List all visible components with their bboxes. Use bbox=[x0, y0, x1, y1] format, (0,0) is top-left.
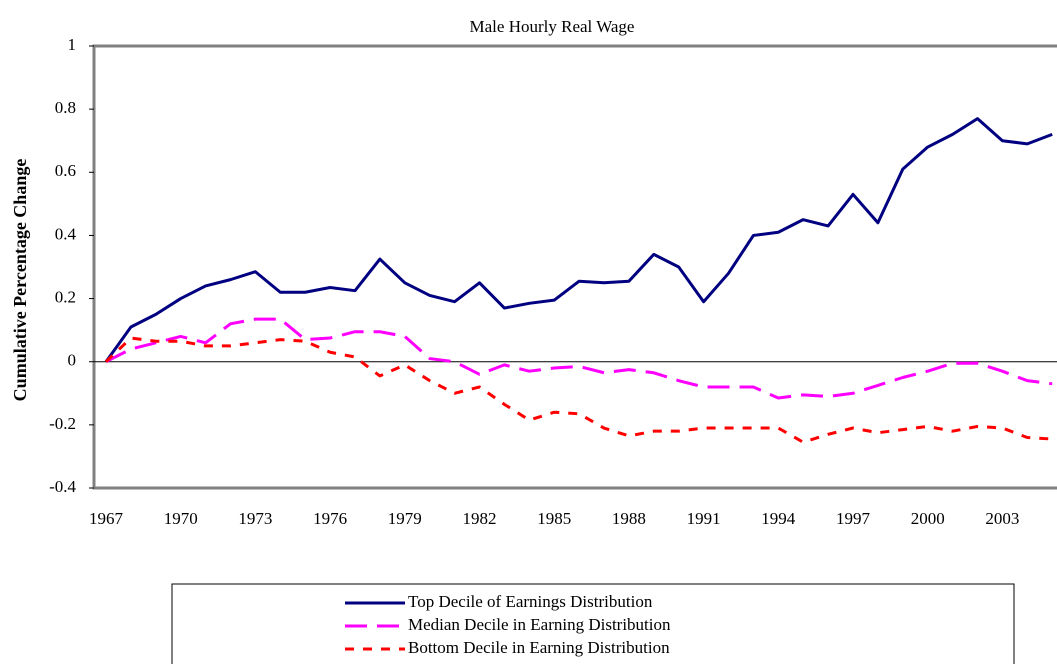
x-tick-label: 1991 bbox=[687, 509, 721, 528]
x-tick-label: 1979 bbox=[388, 509, 422, 528]
y-tick-label: 0.2 bbox=[55, 287, 76, 306]
x-tick-label: 2000 bbox=[911, 509, 945, 528]
y-tick-label: 0.4 bbox=[55, 224, 77, 243]
x-tick-label: 1973 bbox=[238, 509, 272, 528]
x-tick-label: 1997 bbox=[836, 509, 871, 528]
x-tick-label: 1970 bbox=[164, 509, 198, 528]
y-tick-label: 0 bbox=[68, 351, 77, 370]
series-line bbox=[104, 336, 1053, 444]
legend-box bbox=[171, 583, 1015, 664]
y-tick-label: -0.2 bbox=[49, 414, 76, 433]
y-tick-label: 0.6 bbox=[55, 161, 76, 180]
y-tick-label: 1 bbox=[68, 35, 77, 54]
series-line bbox=[104, 117, 1053, 363]
chart-title: Male Hourly Real Wage bbox=[470, 17, 635, 36]
x-tick-label: 1988 bbox=[612, 509, 646, 528]
x-tick-label: 1994 bbox=[761, 509, 796, 528]
y-tick-label: -0.4 bbox=[49, 477, 76, 496]
x-tick-label: 2003 bbox=[985, 509, 1019, 528]
plot-frame bbox=[92, 44, 1057, 490]
x-tick-label: 1976 bbox=[313, 509, 347, 528]
legend-label: Median Decile in Earning Distribution bbox=[408, 615, 671, 634]
x-tick-label: 1967 bbox=[89, 509, 124, 528]
series-line bbox=[105, 317, 1053, 400]
y-tick-label: 0.8 bbox=[55, 98, 76, 117]
x-tick-label: 1985 bbox=[537, 509, 571, 528]
y-axis-label: Cumulative Percentage Change bbox=[10, 159, 30, 402]
legend-label: Bottom Decile in Earning Distribution bbox=[408, 638, 670, 657]
legend-label: Top Decile of Earnings Distribution bbox=[408, 592, 653, 611]
x-tick-label: 1982 bbox=[463, 509, 497, 528]
